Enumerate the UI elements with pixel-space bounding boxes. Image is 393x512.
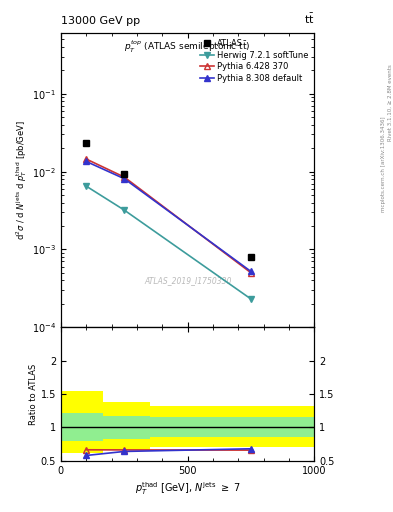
Text: $p_T^{top}$ (ATLAS semileptonic t$\bar{\rm t}$): $p_T^{top}$ (ATLAS semileptonic t$\bar{\… [124, 39, 251, 55]
Text: 13000 GeV pp: 13000 GeV pp [61, 15, 140, 26]
Line: Herwig 7.2.1 softTune: Herwig 7.2.1 softTune [83, 183, 254, 302]
Y-axis label: Ratio to ATLAS: Ratio to ATLAS [29, 364, 38, 424]
Legend: ATLAS, Herwig 7.2.1 softTune, Pythia 6.428 370, Pythia 8.308 default: ATLAS, Herwig 7.2.1 softTune, Pythia 6.4… [197, 36, 312, 86]
Line: ATLAS: ATLAS [83, 140, 254, 260]
ATLAS [249, 254, 253, 260]
Herwig 7.2.1 softTune [84, 183, 89, 189]
X-axis label: $p_T^{\rm thad}$ [GeV], $N^{\rm jets}$ $\geq$ 7: $p_T^{\rm thad}$ [GeV], $N^{\rm jets}$ $… [135, 480, 241, 497]
Line: Pythia 6.428 370: Pythia 6.428 370 [83, 156, 254, 276]
Line: Pythia 8.308 default: Pythia 8.308 default [83, 158, 254, 274]
Pythia 6.428 370 [84, 156, 89, 162]
Pythia 8.308 default [84, 158, 89, 164]
Text: t$\bar{\rm t}$: t$\bar{\rm t}$ [304, 11, 314, 26]
Text: mcplots.cern.ch [arXiv:1306.3436]: mcplots.cern.ch [arXiv:1306.3436] [381, 116, 386, 211]
Pythia 6.428 370 [122, 174, 127, 180]
Text: Rivet 3.1.10, ≥ 2.8M events: Rivet 3.1.10, ≥ 2.8M events [388, 64, 393, 141]
Herwig 7.2.1 softTune [122, 207, 127, 213]
Y-axis label: d$^2\sigma$ / d $N^{\rm jets}$ d $p_T^{\rm thad}$ [pb/GeV]: d$^2\sigma$ / d $N^{\rm jets}$ d $p_T^{\… [14, 120, 29, 240]
Pythia 8.308 default [122, 176, 127, 182]
Pythia 6.428 370 [249, 270, 253, 276]
ATLAS [84, 140, 89, 146]
Pythia 8.308 default [249, 268, 253, 274]
Text: ATLAS_2019_I1750330: ATLAS_2019_I1750330 [144, 275, 231, 285]
Herwig 7.2.1 softTune [249, 296, 253, 302]
ATLAS [122, 172, 127, 178]
